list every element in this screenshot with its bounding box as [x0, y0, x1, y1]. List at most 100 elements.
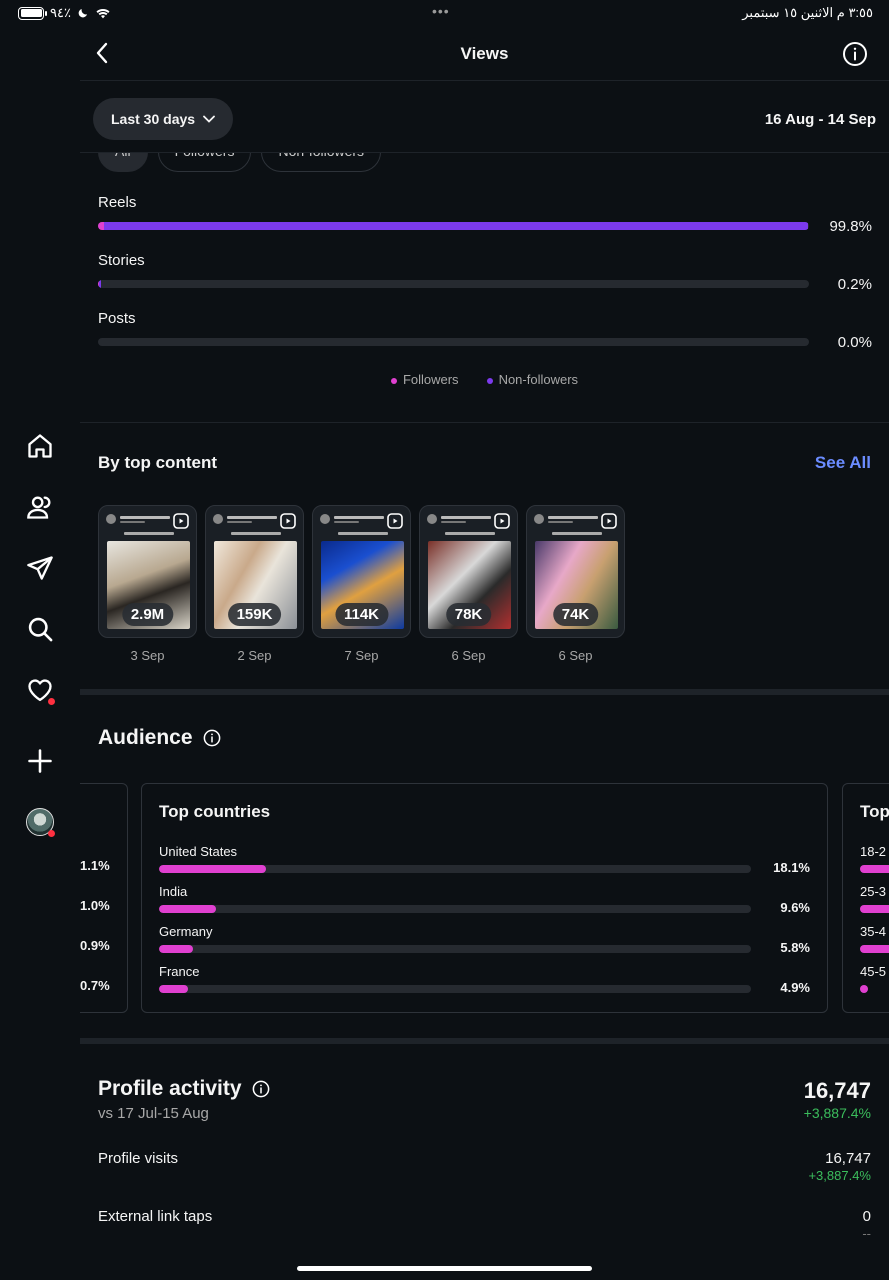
country-bar [159, 865, 751, 873]
filter-bar: Last 30 days 16 Aug - 14 Sep [80, 82, 889, 153]
content-item[interactable]: 2.9M 3 Sep [98, 505, 197, 663]
reel-thumbnail: 78K [419, 505, 518, 638]
see-all-link[interactable]: See All [814, 453, 871, 472]
legend-item-non-followers: Non-followers [486, 372, 578, 387]
content-percent: 0.0% [837, 334, 872, 351]
country-row: India 9.6% [159, 884, 810, 918]
country-row: United States 18.1% [159, 844, 810, 878]
reel-icon [280, 513, 296, 529]
non-followers-segment [99, 280, 101, 288]
top-countries-card[interactable]: Top countries United States 18.1% India … [141, 783, 828, 1013]
profile-visits-label: Profile visits [98, 1150, 179, 1167]
battery-icon [18, 6, 47, 20]
content-date: 7 Sep [344, 648, 379, 663]
divider [80, 422, 889, 423]
content-percent: 99.8% [829, 218, 872, 235]
profile-activity-title: Profile activity [98, 1077, 242, 1100]
profile-avatar[interactable] [24, 806, 56, 838]
section-divider [80, 689, 889, 695]
multitask-dots[interactable]: ••• [432, 3, 450, 19]
card-title: Top countries [159, 802, 271, 821]
period-dropdown[interactable]: Last 30 days [93, 98, 234, 140]
reel-icon [173, 513, 189, 529]
reel-icon [494, 513, 510, 529]
send-icon[interactable] [24, 552, 56, 584]
country-label: France [159, 964, 200, 979]
search-icon[interactable] [24, 613, 56, 645]
battery-level: ٩٤٪ [50, 5, 71, 20]
view-count: 114K [334, 603, 389, 626]
back-button[interactable] [90, 38, 114, 68]
content-item[interactable]: 159K 2 Sep [205, 505, 304, 663]
previous-audience-card[interactable] [80, 783, 128, 1013]
age-label: 18-2 [860, 844, 887, 859]
reel-thumbnail: 114K [312, 505, 411, 638]
card-title: Top [860, 802, 889, 821]
country-percent: 5.8% [780, 940, 810, 955]
content-bar [98, 280, 809, 288]
content-item[interactable]: 114K 7 Sep [312, 505, 411, 663]
external-link-taps-label: External link taps [98, 1208, 213, 1225]
date-range: 16 Aug - 14 Sep [764, 111, 876, 128]
profile-activity-change: +3,887.4% [803, 1105, 871, 1121]
followers-segment [98, 280, 100, 288]
top-bar: Views [80, 26, 889, 81]
sidebar-nav [0, 26, 80, 1280]
legend-item-followers: Followers [390, 372, 459, 387]
chevron-down-icon [203, 115, 215, 123]
percent-value: 0.9% [80, 938, 110, 953]
content-bar [98, 338, 809, 346]
content-item[interactable]: 74K 6 Sep [526, 505, 625, 663]
insights-panel: Views Last 30 days 16 Aug - 14 Sep All F… [80, 26, 889, 1280]
reel-thumbnail: 74K [526, 505, 625, 638]
age-label: 25-3 [860, 884, 887, 899]
heart-icon[interactable] [24, 674, 56, 706]
followers-segment [98, 222, 105, 230]
country-bar [159, 985, 751, 993]
next-audience-card[interactable]: Top 18-2 25-3 35-4 45-5 [842, 783, 889, 1013]
content-date: 2 Sep [237, 648, 272, 663]
content-row-reels: Reels 99.8% [98, 194, 872, 235]
comparison-period: vs 17 Jul-15 Aug [98, 1105, 209, 1122]
view-count: 159K [227, 603, 282, 626]
top-content-list: 2.9M 3 Sep 159K 2 Sep 114K 7 Sep [98, 505, 625, 663]
status-time-date: ٣:٥٥ م الاثنين ١٥ سبتمبر [742, 5, 873, 20]
country-bar [159, 945, 751, 953]
reel-thumbnail: 2.9M [98, 505, 197, 638]
info-icon[interactable] [842, 41, 868, 67]
age-label: 35-4 [860, 924, 887, 939]
content-date: 3 Sep [130, 648, 165, 663]
external-link-taps-value: 0 [862, 1208, 871, 1225]
status-bar: ٩٤٪ ••• ٣:٥٥ م الاثنين ١٥ سبتمبر [0, 0, 889, 26]
profile-visits-value: 16,747 [825, 1150, 871, 1167]
reel-thumbnail: 159K [205, 505, 304, 638]
home-icon[interactable] [24, 430, 56, 462]
profile-visits-change: +3,887.4% [808, 1168, 871, 1183]
plus-icon[interactable] [24, 745, 56, 777]
people-icon[interactable] [24, 491, 56, 523]
country-bar-fill [159, 945, 194, 953]
content-label: Reels [98, 194, 137, 211]
country-percent: 18.1% [773, 860, 810, 875]
content-bar [98, 222, 809, 230]
age-bar [860, 865, 889, 873]
age-bar [860, 945, 889, 953]
info-icon[interactable] [252, 1080, 270, 1098]
home-indicator[interactable] [297, 1266, 592, 1271]
country-bar-fill [159, 985, 188, 993]
reel-icon [601, 513, 617, 529]
audience-title: Audience [98, 726, 193, 749]
content-item[interactable]: 78K 6 Sep [419, 505, 518, 663]
content-row-stories: Stories 0.2% [98, 252, 872, 293]
top-content-title: By top content [98, 453, 217, 472]
age-bar [860, 985, 868, 993]
info-icon[interactable] [203, 729, 221, 747]
country-label: India [159, 884, 188, 899]
moon-icon [78, 9, 87, 18]
notification-dot [48, 698, 55, 705]
content-row-posts: Posts 0.0% [98, 310, 872, 351]
legend: Followers Non-followers [80, 372, 889, 387]
country-label: United States [159, 844, 238, 859]
content-label: Posts [98, 310, 136, 327]
legend-dot [486, 377, 493, 384]
